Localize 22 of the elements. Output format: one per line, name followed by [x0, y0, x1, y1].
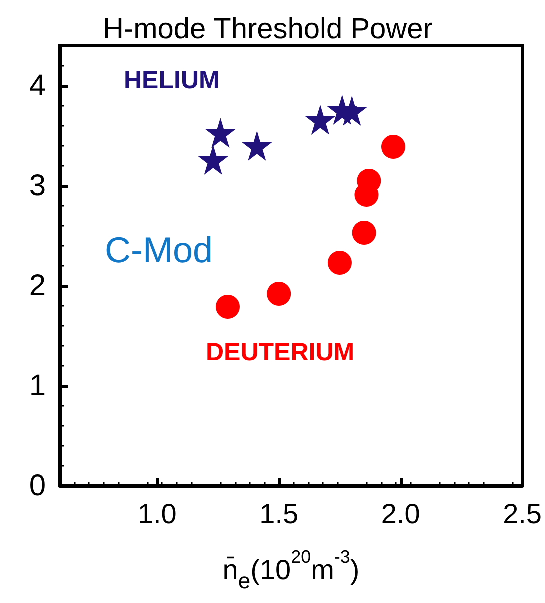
series-label: HELIUM — [124, 66, 220, 94]
point — [352, 221, 376, 245]
x-tick-label: 1.5 — [260, 498, 299, 530]
point — [328, 251, 352, 275]
point — [305, 105, 336, 135]
point — [382, 135, 406, 159]
point — [216, 295, 240, 319]
y-tick-label: 4 — [29, 70, 46, 102]
y-tick-label: 0 — [29, 470, 46, 502]
point — [242, 131, 272, 161]
y-tick-label: 2 — [29, 270, 46, 302]
x-tick-label: 2.5 — [503, 498, 542, 530]
y-tick-label: 1 — [29, 370, 46, 402]
annotation: C-Mod — [105, 230, 214, 270]
y-tick-label: 3 — [29, 170, 46, 202]
chart-title: H-mode Threshold Power — [103, 14, 434, 46]
x-tick-label: 2.0 — [381, 498, 420, 530]
x-tick-label: 1.0 — [138, 498, 177, 530]
point — [198, 145, 228, 175]
point — [206, 118, 236, 148]
point — [267, 282, 292, 306]
series-label: DEUTERIUM — [206, 338, 355, 366]
